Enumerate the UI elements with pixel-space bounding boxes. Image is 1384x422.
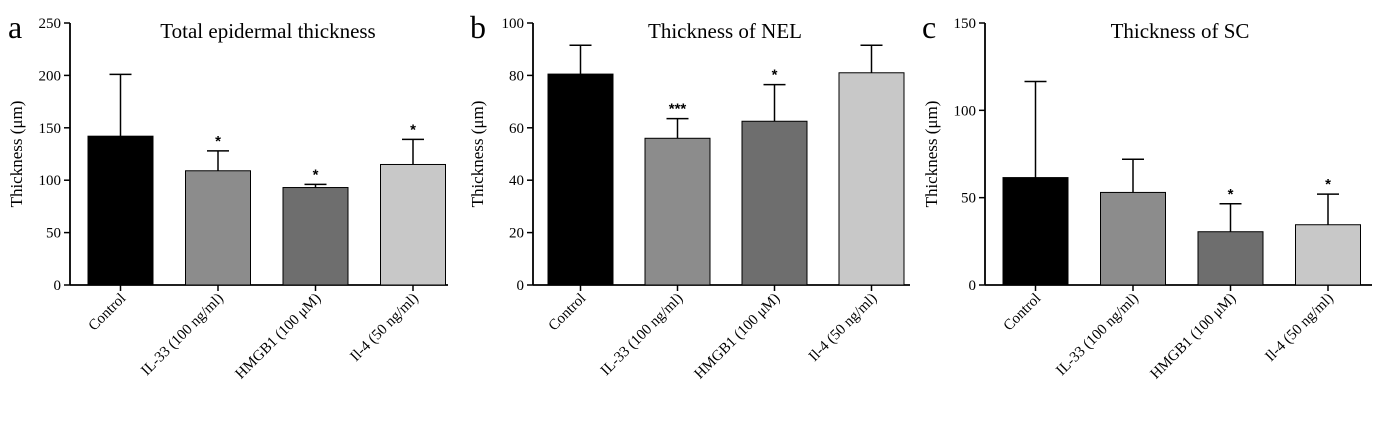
panel-c-bar [1100,191,1166,286]
panel-a-bar [185,170,251,286]
panel-c-category-label: IL-33 (100 ng/ml) [1053,291,1141,379]
panel-a-category-label: HMGB1 (100 μM) [232,291,324,383]
panel-a-y-tick-label: 250 [39,16,62,32]
panel-a-significance-label: * [313,166,319,183]
panel-c-y-tick-label: 0 [969,278,977,294]
panel-a-category-label: Il-4 (50 ng/ml) [347,291,421,365]
panel-a-category-label: Control [86,291,130,335]
panel-a-y-tick-label: 50 [46,226,61,242]
panel-b-bar [741,120,808,286]
panel-c-bar [1002,177,1069,286]
panel-c-category-label: Control [1001,291,1045,335]
panel-c-y-axis-title: Thickness (μm) [922,101,941,208]
panel-a-y-tick-label: 150 [39,121,62,137]
panel-a-significance-label: * [215,133,221,150]
panel-a-significance-label: * [410,121,416,138]
panel-a-letter: a [8,9,22,45]
panel-b-y-tick-label: 60 [509,121,524,137]
panel-b-category-label: IL-33 (100 ng/ml) [598,291,686,379]
panel-c-title: Thickness of SC [1111,19,1250,43]
panel-c-category-label: Il-4 (50 ng/ml) [1262,291,1336,365]
panel-a-bar [380,163,446,286]
panel-c-significance-label: * [1325,176,1331,193]
panel-c-y-tick-label: 100 [954,103,977,119]
panel-a-y-axis-title: Thickness (μm) [7,101,26,208]
panel-b-y-tick-label: 40 [509,173,524,189]
panel-a-y-tick-label: 200 [39,68,62,84]
panel-c-y-tick-label: 150 [954,16,977,32]
panel-b-title: Thickness of NEL [648,19,802,43]
panel-b-category-label: Control [546,291,590,335]
panel-c-significance-label: * [1228,186,1234,203]
panel-a-y-tick-label: 0 [54,278,62,294]
panel-a-bar [87,135,154,286]
panel-b-bar [838,72,905,286]
panel-b-y-axis-title: Thickness (μm) [468,101,487,208]
panel-b-category-label: Il-4 (50 ng/ml) [806,291,880,365]
panel-a-y-tick-label: 100 [39,173,62,189]
panel-a-title: Total epidermal thickness [160,19,375,43]
panel-b-letter: b [470,9,486,45]
panel-a-bar [282,187,349,286]
panel-c-category-label: HMGB1 (100 μM) [1147,291,1239,383]
panel-b-category-label: HMGB1 (100 μM) [691,291,783,383]
panel-c-letter: c [922,9,936,45]
panel-b-y-tick-label: 80 [509,68,524,84]
panel-c-y-tick-label: 50 [961,191,976,207]
panel-b-y-tick-label: 20 [509,226,524,242]
panel-b-significance-label: * [772,67,778,84]
panel-b-y-tick-label: 0 [517,278,525,294]
panel-c-bar [1295,224,1361,286]
panel-b-bar [644,137,711,286]
panel-a-category-label: IL-33 (100 ng/ml) [138,291,226,379]
panel-c-bar [1197,231,1264,286]
panel-b-significance-label: *** [669,101,687,118]
panel-b-bar [547,73,614,286]
panel-b-y-tick-label: 100 [502,16,525,32]
